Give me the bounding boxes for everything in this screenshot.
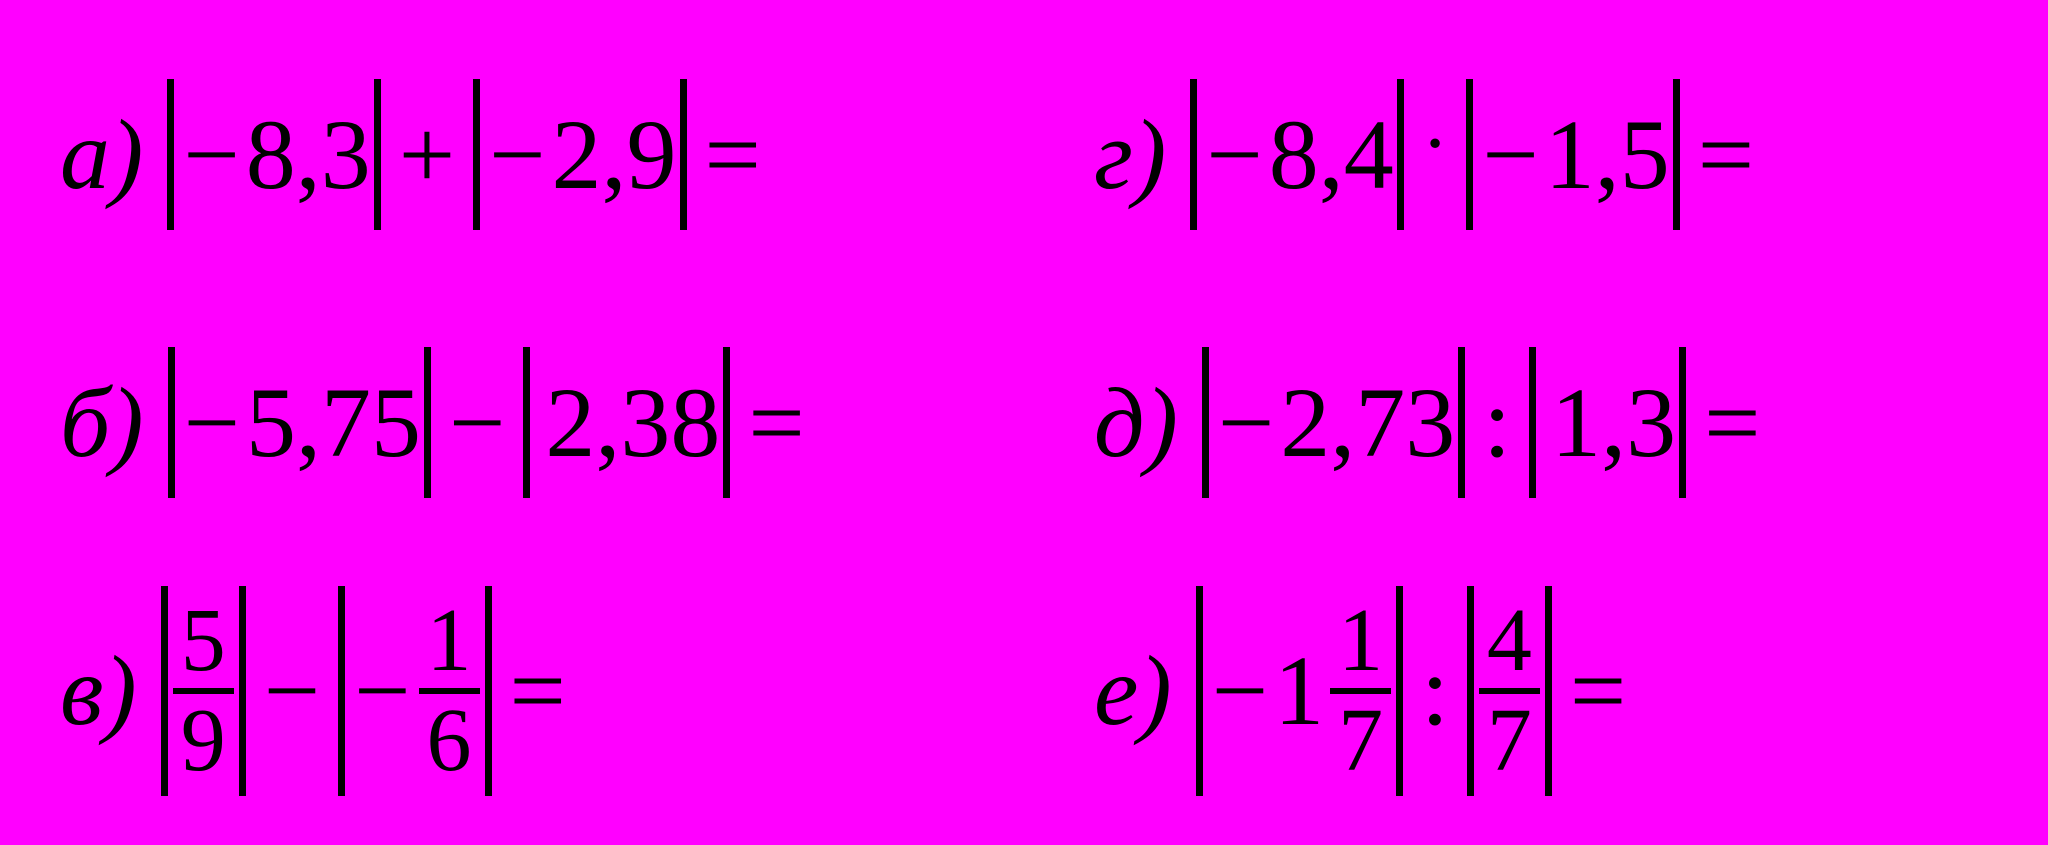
sign: − [354, 633, 410, 748]
denominator: 9 [173, 694, 234, 788]
number: 5,75 [246, 365, 421, 480]
abs-term: − 8,4 [1190, 97, 1403, 212]
sign: − [1218, 365, 1274, 480]
operator: − [449, 365, 505, 480]
numerator: 1 [419, 594, 480, 688]
equals: = [1570, 633, 1626, 748]
sign: − [183, 97, 239, 212]
numerator: 1 [1330, 594, 1391, 688]
number: 2,38 [545, 365, 720, 480]
abs-term: 5 9 [161, 594, 246, 788]
equals: = [510, 633, 566, 748]
denominator: 7 [1479, 694, 1540, 788]
equals: = [1704, 365, 1760, 480]
numerator: 4 [1479, 594, 1540, 688]
sign: − [184, 365, 240, 480]
number: 1,3 [1551, 365, 1676, 480]
sign: − [489, 97, 545, 212]
abs-term: 1,3 [1529, 365, 1686, 480]
operator: + [399, 97, 455, 212]
abs-term: − 2,73 [1202, 365, 1465, 480]
problem-grid: а) − 8,3 + − 2,9 = г) − 8,4 · − 1,5 [60, 30, 2008, 815]
operator: : [1421, 633, 1449, 748]
sign: − [1482, 97, 1538, 212]
abs-term: − 1 1 7 [1196, 594, 1403, 788]
denominator: 6 [419, 694, 480, 788]
abs-term: − 1,5 [1466, 97, 1679, 212]
number: 1,5 [1545, 97, 1670, 212]
problem-d: д) − 2,73 : 1,3 = [1094, 298, 2008, 546]
problem-a: а) − 8,3 + − 2,9 = [60, 30, 974, 278]
equals: = [748, 365, 804, 480]
label-a: а) [60, 97, 143, 212]
fraction: 1 6 [419, 594, 480, 788]
denominator: 7 [1330, 694, 1391, 788]
number: 8,4 [1269, 97, 1394, 212]
number: 2,73 [1280, 365, 1455, 480]
operator: : [1483, 365, 1511, 480]
problem-e: е) − 1 1 7 : 4 7 [1094, 567, 2008, 815]
fraction: 1 7 [1330, 594, 1391, 788]
numerator: 5 [173, 594, 234, 688]
whole-part: 1 [1274, 633, 1324, 748]
sign: − [1212, 633, 1268, 748]
number: 2,9 [552, 97, 677, 212]
abs-term: 4 7 [1467, 594, 1552, 788]
fraction: 5 9 [173, 594, 234, 788]
problem-g: г) − 8,4 · − 1,5 = [1094, 30, 2008, 278]
label-d: д) [1094, 365, 1178, 480]
mixed-number: 1 1 7 [1274, 594, 1393, 788]
operator: − [264, 633, 320, 748]
label-b: б) [60, 365, 144, 480]
abs-term: − 1 6 [338, 594, 491, 788]
label-v: в) [60, 633, 137, 748]
problem-v: в) 5 9 − − 1 6 = [60, 567, 974, 815]
label-g: г) [1094, 97, 1166, 212]
number: 8,3 [246, 97, 371, 212]
equals: = [1698, 97, 1754, 212]
problem-b: б) − 5,75 − 2,38 = [60, 298, 974, 546]
equals: = [705, 97, 761, 212]
label-e: е) [1094, 633, 1172, 748]
abs-term: − 2,9 [473, 97, 686, 212]
abs-term: − 8,3 [167, 97, 380, 212]
abs-term: 2,38 [523, 365, 730, 480]
abs-term: − 5,75 [168, 365, 431, 480]
fraction: 4 7 [1479, 594, 1540, 788]
sign: − [1206, 97, 1262, 212]
